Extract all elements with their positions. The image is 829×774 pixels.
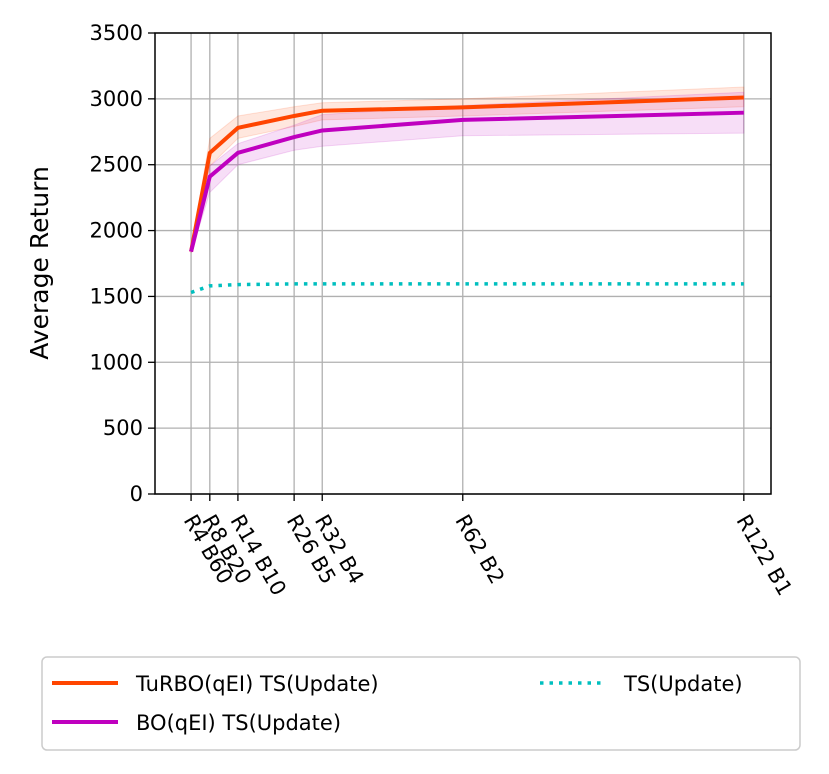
x-tick-label: R122 B1 [732, 511, 797, 600]
legend-label: TS(Update) [623, 672, 743, 696]
y-tick-label: 1500 [90, 284, 143, 308]
data-line [190, 282, 744, 295]
legend-box [41, 656, 801, 751]
data-line [189, 95, 744, 253]
y-tick-label: 2000 [90, 219, 143, 243]
y-tick-label: 2500 [90, 153, 143, 177]
y-tick-label: 0 [130, 482, 143, 506]
y-axis-label: Average Return [25, 166, 54, 360]
y-tick-label: 500 [103, 416, 143, 440]
data-line [189, 110, 744, 253]
error-band [190, 91, 745, 254]
legend-label: BO(qEI) TS(Update) [136, 711, 341, 735]
y-tick-label: 3500 [90, 21, 143, 45]
legend-label: TuRBO(qEI) TS(Update) [135, 672, 379, 696]
x-tick-label: R62 B2 [450, 511, 509, 589]
y-tick-label: 1000 [90, 350, 143, 374]
y-tick-label: 3000 [90, 87, 143, 111]
plot-frame [154, 32, 772, 495]
error-band [190, 86, 745, 254]
